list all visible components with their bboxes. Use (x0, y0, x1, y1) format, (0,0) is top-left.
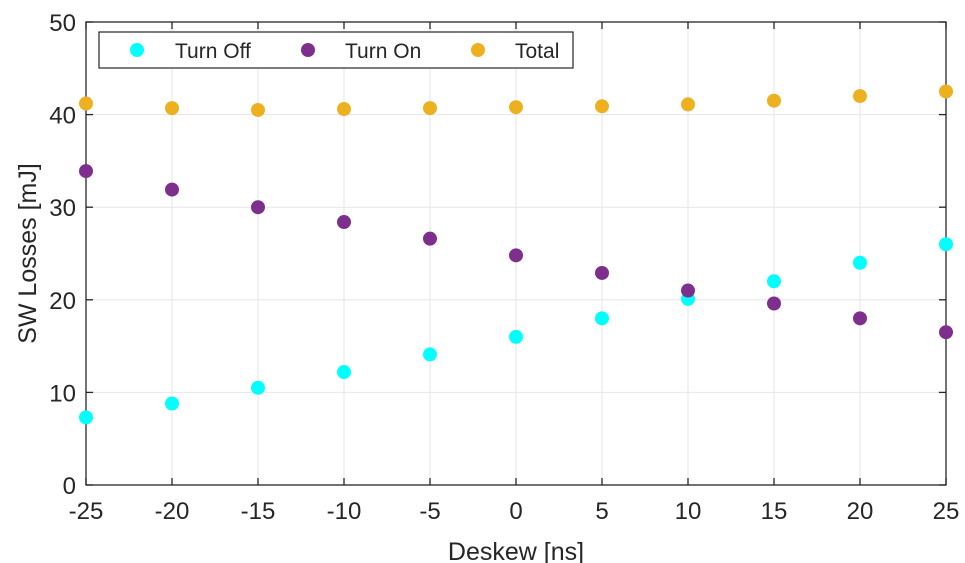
x-tick-label: 5 (595, 498, 608, 525)
turn-off-point (337, 365, 351, 380)
y-tick-label: 30 (49, 195, 76, 222)
y-tick-label: 50 (49, 10, 76, 37)
legend-items: Turn Off Turn On Total (130, 40, 559, 63)
total-legend-label: Total (515, 40, 559, 63)
turn-off-point (767, 274, 781, 289)
total-point (939, 84, 953, 99)
turn-on-point (337, 215, 351, 230)
total-point (595, 99, 609, 114)
total-point (79, 96, 93, 111)
turn-on-point (767, 296, 781, 311)
total-point (165, 101, 179, 116)
total-point (337, 102, 351, 117)
x-tick-label: -25 (69, 498, 104, 525)
total-point (767, 93, 781, 108)
y-tick-label: 10 (49, 380, 76, 407)
turn-on-legend-marker (301, 43, 315, 57)
turn-on-point (853, 311, 867, 326)
turn-on-point (79, 164, 93, 179)
x-tick-label: 0 (509, 498, 522, 525)
x-tick-label: -5 (419, 498, 440, 525)
turn-on-point (423, 231, 437, 246)
turn-off-point (79, 410, 93, 425)
turn-off-point (853, 255, 867, 270)
turn-on-point (251, 200, 265, 215)
total-point (853, 89, 867, 104)
total-point (509, 100, 523, 115)
y-tick-label: 40 (49, 103, 76, 130)
x-tick-label: 10 (675, 498, 702, 525)
total-legend-marker (471, 43, 485, 57)
turn-off-point (509, 329, 523, 344)
data-points (79, 84, 953, 425)
y-tick-label: 20 (49, 288, 76, 315)
x-tick-label: 25 (933, 498, 960, 525)
legend-box (98, 31, 574, 69)
total-point (423, 101, 437, 116)
total-point (681, 97, 695, 112)
turn-on-point (939, 325, 953, 340)
turn-on-point (165, 182, 179, 197)
turn-on-legend-label: Turn On (345, 40, 421, 63)
y-axis-label: SW Losses [mJ] (14, 163, 42, 344)
legend: Turn Off Turn On Total (98, 31, 574, 69)
turn-on-point (595, 265, 609, 280)
turn-off-point (595, 311, 609, 326)
turn-off-legend-marker (130, 43, 144, 57)
y-tick-label: 0 (63, 473, 76, 500)
ticks: -25 -20 -15 -10 -5 0 5 10 15 20 25 0 10 20 30 40 50 (49, 10, 959, 525)
turn-off-point (423, 347, 437, 362)
turn-off-point (165, 396, 179, 411)
turn-off-point (251, 380, 265, 395)
turn-off-point (939, 237, 953, 252)
total-point (251, 102, 265, 117)
turn-off-legend-label: Turn Off (175, 40, 251, 63)
x-axis-label: Deskew [ns] (448, 538, 584, 563)
x-tick-label: -15 (241, 498, 276, 525)
turn-on-point (681, 283, 695, 298)
x-tick-label: -10 (327, 498, 362, 525)
x-tick-label: 15 (761, 498, 788, 525)
turn-on-point (509, 248, 523, 263)
x-tick-label: 20 (847, 498, 874, 525)
x-tick-label: -20 (155, 498, 190, 525)
